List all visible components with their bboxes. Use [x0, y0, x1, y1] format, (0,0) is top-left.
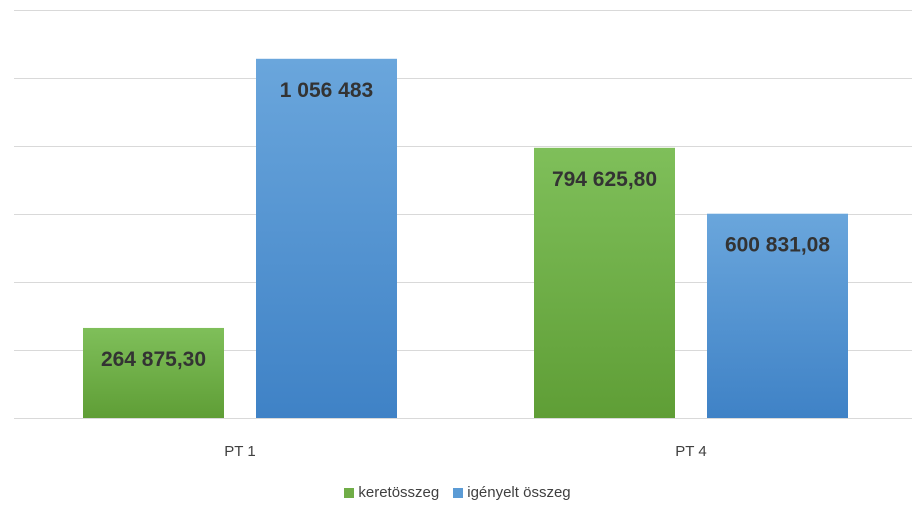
data-labels: 264 875,30 1 056 483 794 625,80 600 831,08: [101, 79, 830, 371]
category-labels: PT 1 PT 4: [224, 443, 706, 460]
data-label: 1 056 483: [280, 79, 373, 102]
data-label: 794 625,80: [552, 168, 657, 191]
legend: keretösszeg igényelt összeg: [0, 484, 915, 501]
legend-swatch-igenyelt-osszeg: [453, 487, 464, 498]
legend-label-keretosszeg: keretösszeg: [358, 484, 440, 501]
legend-label-igenyelt-osszeg: igényelt összeg: [467, 484, 571, 501]
bars: [83, 58, 848, 419]
bar-pt-4-series-2[interactable]: [707, 213, 848, 418]
bar-pt-1-series-2[interactable]: [256, 58, 397, 419]
data-label: 264 875,30: [101, 348, 206, 371]
bar-pt-4-series-1[interactable]: [534, 147, 675, 419]
legend-item-keretosszeg[interactable]: keretösszeg: [344, 484, 439, 501]
bar-pt-1-series-1[interactable]: [83, 327, 224, 418]
category-label: PT 1: [224, 443, 255, 460]
data-label: 600 831,08: [725, 234, 830, 257]
legend-item-igenyelt-osszeg[interactable]: igényelt összeg: [453, 484, 571, 501]
category-label: PT 4: [675, 443, 706, 460]
legend-swatch-keretosszeg: [344, 487, 355, 498]
